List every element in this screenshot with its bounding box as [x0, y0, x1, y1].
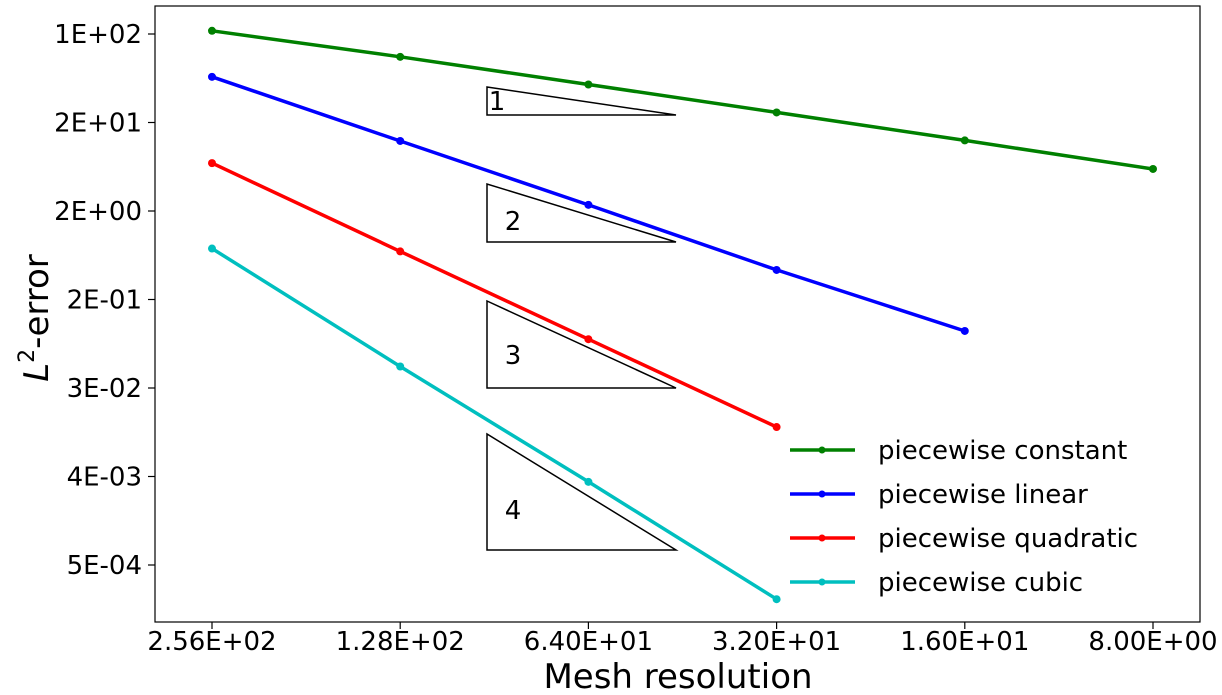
y-axis-title-sup: 2 — [15, 349, 40, 363]
series-point-piecewise-constant — [1149, 164, 1157, 173]
series-point-piecewise-quadratic — [584, 335, 593, 344]
legend-label-piecewise-linear: piecewise linear — [878, 480, 1088, 510]
series-point-piecewise-linear — [396, 136, 405, 145]
series-line-piecewise-cubic — [211, 247, 778, 601]
series-point-piecewise-cubic — [772, 595, 781, 604]
x-axis-title: Mesh resolution — [543, 657, 812, 695]
legend-label-piecewise-constant: piecewise constant — [878, 436, 1127, 466]
series-point-piecewise-linear — [960, 326, 969, 335]
x-tick-label: 6.40E+01 — [524, 627, 653, 657]
series-point-piecewise-constant — [396, 52, 405, 61]
x-tick-label: 1.60E+01 — [900, 627, 1029, 657]
x-tick-label: 1.28E+02 — [336, 627, 465, 657]
y-axis-title-rest: -error — [17, 254, 57, 349]
series-point-piecewise-quadratic — [396, 247, 405, 256]
y-axis-ticks: 1E+02 2E+01 2E+00 2E-01 3E-02 4E-03 5E-04 — [54, 20, 155, 581]
y-tick-label: 2E-01 — [67, 286, 142, 316]
y-tick-label: 3E-02 — [67, 374, 142, 404]
slope-label-3: 3 — [505, 341, 522, 371]
series-point-piecewise-linear — [584, 200, 593, 209]
y-tick-label: 4E-03 — [67, 463, 142, 493]
slope-label-4: 4 — [505, 496, 522, 526]
x-axis-ticks: 2.56E+02 1.28E+02 6.40E+01 3.20E+01 1.60E+01… — [147, 622, 1218, 657]
series-point-piecewise-linear — [772, 265, 781, 274]
series-point-piecewise-cubic — [584, 477, 593, 486]
legend-marker-piecewise-constant — [818, 446, 826, 454]
slope-label-2: 2 — [505, 207, 522, 237]
legend-marker-piecewise-linear — [818, 490, 826, 498]
slope-triangle-1 — [486, 86, 677, 116]
y-tick-label: 5E-04 — [67, 551, 142, 581]
series-line-piecewise-constant — [211, 29, 1154, 171]
series-point-piecewise-cubic — [396, 362, 405, 371]
series-point-piecewise-linear — [208, 72, 216, 81]
legend-marker-piecewise-quadratic — [818, 534, 826, 542]
series-point-piecewise-quadratic — [772, 423, 781, 432]
y-axis-title: L2-error — [15, 254, 57, 382]
slope-triangles: 1 2 3 4 — [486, 86, 679, 551]
series-point-piecewise-constant — [772, 108, 781, 117]
series-layer — [208, 26, 1157, 604]
legend-label-piecewise-quadratic: piecewise quadratic — [878, 524, 1138, 554]
slope-triangle-3 — [486, 299, 677, 389]
series-line-piecewise-quadratic — [211, 161, 778, 429]
series-point-piecewise-constant — [960, 136, 969, 145]
legend-marker-piecewise-cubic — [818, 578, 826, 586]
x-tick-label: 3.20E+01 — [712, 627, 841, 657]
x-tick-label: 8.00E+00 — [1088, 627, 1217, 657]
slope-triangle-4 — [486, 432, 679, 551]
slope-triangle-2 — [486, 182, 677, 243]
plot-frame — [154, 5, 1201, 623]
legend-label-piecewise-cubic: piecewise cubic — [878, 568, 1083, 598]
y-axis-title-main: L — [17, 363, 57, 382]
y-tick-label: 2E+00 — [54, 197, 142, 227]
x-tick-label: 2.56E+02 — [147, 627, 276, 657]
series-point-piecewise-cubic — [208, 244, 216, 253]
plot-border — [154, 5, 1201, 623]
series-point-piecewise-constant — [584, 80, 593, 89]
legend: piecewise constant piecewise linear piecew… — [790, 436, 1138, 598]
y-tick-label: 2E+01 — [54, 109, 142, 139]
series-point-piecewise-constant — [208, 26, 216, 35]
series-point-piecewise-quadratic — [208, 159, 216, 168]
y-tick-label: 1E+02 — [54, 20, 142, 50]
slope-label-1: 1 — [489, 87, 506, 117]
